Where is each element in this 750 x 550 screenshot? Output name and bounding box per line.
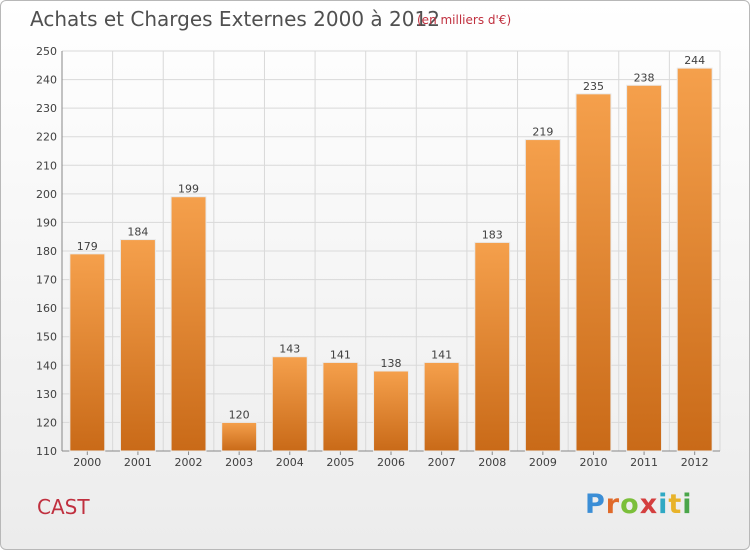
bar-outline	[373, 370, 409, 452]
y-tick-label: 220	[36, 131, 57, 144]
x-tick-label: 2007	[428, 456, 456, 469]
y-tick-label: 240	[36, 74, 57, 87]
bar-outline	[626, 84, 663, 452]
data-label: 120	[229, 408, 250, 421]
logo-letter: o	[620, 489, 640, 520]
bar-outline	[322, 361, 359, 452]
bar-outline	[423, 361, 460, 452]
data-label: 244	[684, 54, 705, 67]
bar	[120, 239, 156, 451]
bar	[272, 356, 308, 451]
bar	[424, 362, 460, 451]
bar-outline	[170, 196, 207, 452]
bar-outline	[676, 67, 713, 452]
bar	[525, 139, 561, 452]
bar	[677, 68, 713, 452]
bar	[171, 196, 207, 451]
x-tick-label: 2001	[124, 456, 152, 469]
data-label: 141	[431, 348, 452, 361]
logo-letter: t	[668, 489, 683, 520]
logo-letter: i	[682, 489, 693, 520]
y-tick-label: 170	[36, 274, 57, 287]
y-tick-label: 230	[36, 102, 57, 115]
data-label: 183	[482, 228, 503, 241]
data-label: 179	[77, 240, 98, 253]
y-tick-label: 120	[36, 416, 57, 429]
bar	[626, 85, 662, 452]
x-tick-label: 2005	[326, 456, 354, 469]
y-tick-label: 130	[36, 388, 57, 401]
tick-labels: 110 120 130 140 150 160 170 180 190 200 210 220 230 2…	[36, 45, 709, 469]
data-label: 235	[583, 80, 604, 93]
bar-outline	[271, 356, 308, 452]
x-tick-label: 2004	[276, 456, 304, 469]
bar	[575, 93, 611, 451]
logo-letter: r	[605, 489, 621, 520]
bar-outline	[474, 241, 511, 452]
y-tick-label: 210	[36, 159, 57, 172]
bar	[474, 242, 510, 451]
bar	[373, 371, 409, 451]
bar-outline	[575, 93, 612, 452]
bar-outline	[221, 421, 258, 452]
y-tick-label: 110	[36, 445, 57, 458]
y-tick-label: 250	[36, 45, 57, 58]
chart-title: Achats et Charges Externes 2000 à 2012	[30, 7, 440, 31]
bar	[322, 362, 358, 451]
logo-letter: i	[658, 489, 669, 520]
x-tick-label: 2010	[579, 456, 607, 469]
x-tick-label: 2011	[630, 456, 658, 469]
logo-letter: x	[639, 489, 659, 520]
y-tick-label: 180	[36, 245, 57, 258]
bar	[69, 253, 105, 451]
x-tick-label: 2002	[175, 456, 203, 469]
y-tick-label: 200	[36, 188, 57, 201]
bar	[221, 422, 257, 451]
x-tick-label: 2008	[478, 456, 506, 469]
y-tick-label: 150	[36, 331, 57, 344]
logo-letter: P	[585, 489, 606, 520]
x-tick-label: 2000	[73, 456, 101, 469]
value-labels: 179 184 199 120 143 141 138 141 183 219 235 238 244	[77, 54, 705, 421]
y-tick-label: 190	[36, 216, 57, 229]
chart-subtitle: (en milliers d'€)	[417, 13, 512, 27]
x-tick-label: 2003	[225, 456, 253, 469]
data-label: 141	[330, 348, 351, 361]
data-label: 199	[178, 183, 199, 196]
data-label: 219	[532, 126, 553, 139]
data-label: 238	[634, 71, 655, 84]
bar-outline	[524, 139, 561, 452]
x-tick-label: 2006	[377, 456, 405, 469]
x-tick-label: 2012	[681, 456, 709, 469]
data-label: 184	[127, 226, 148, 239]
proxiti-logo[interactable]: Proxiti	[585, 489, 693, 520]
place-name: CAST	[37, 495, 90, 519]
bar-outline	[119, 239, 156, 452]
data-label: 138	[381, 357, 402, 370]
y-tick-label: 160	[36, 302, 57, 315]
bars	[69, 67, 713, 452]
x-tick-label: 2009	[529, 456, 557, 469]
data-label: 143	[279, 343, 300, 356]
y-tick-label: 140	[36, 359, 57, 372]
bar-outline	[69, 253, 106, 452]
